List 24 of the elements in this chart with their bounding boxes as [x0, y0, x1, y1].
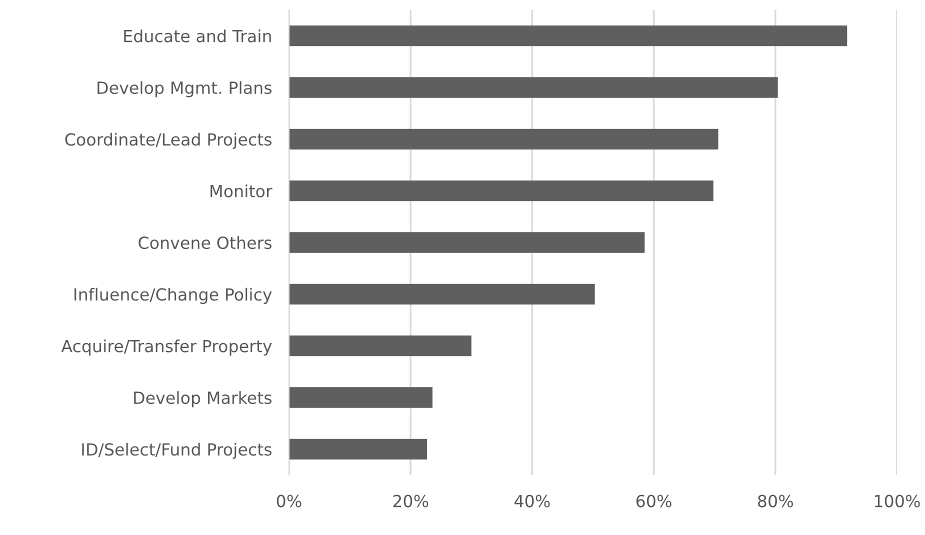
- bar: [289, 77, 778, 98]
- y-tick-label: Monitor: [210, 184, 272, 198]
- bar: [289, 336, 472, 356]
- y-tick-label: Convene Others: [138, 236, 272, 250]
- x-tick-label: 100%: [875, 494, 920, 508]
- y-tick-label: Acquire/Transfer Property: [61, 340, 272, 356]
- x-tick-label: 0%: [276, 494, 302, 508]
- y-tick-label: Influence/Change Policy: [74, 288, 272, 304]
- bar: [289, 26, 848, 46]
- x-tick-label: 40%: [514, 494, 550, 508]
- bar: [289, 387, 432, 408]
- x-tick-label: 80%: [758, 494, 793, 508]
- y-tick-label: Educate and Train: [124, 30, 271, 42]
- y-tick-label: ID/Select/Fund Projects: [82, 442, 272, 459]
- bar: [289, 180, 714, 202]
- bar: [289, 232, 645, 253]
- y-tick-label: Coordinate/Lead Projects: [65, 132, 272, 149]
- y-tick-label: Develop Mgmt. Plans: [98, 81, 272, 98]
- x-tick-label: 60%: [636, 494, 672, 508]
- bar: [289, 438, 428, 460]
- bar: [289, 284, 595, 304]
- x-tick-label: 20%: [393, 494, 428, 508]
- y-tick-label: Develop Markets: [134, 391, 272, 408]
- bar: [289, 128, 718, 150]
